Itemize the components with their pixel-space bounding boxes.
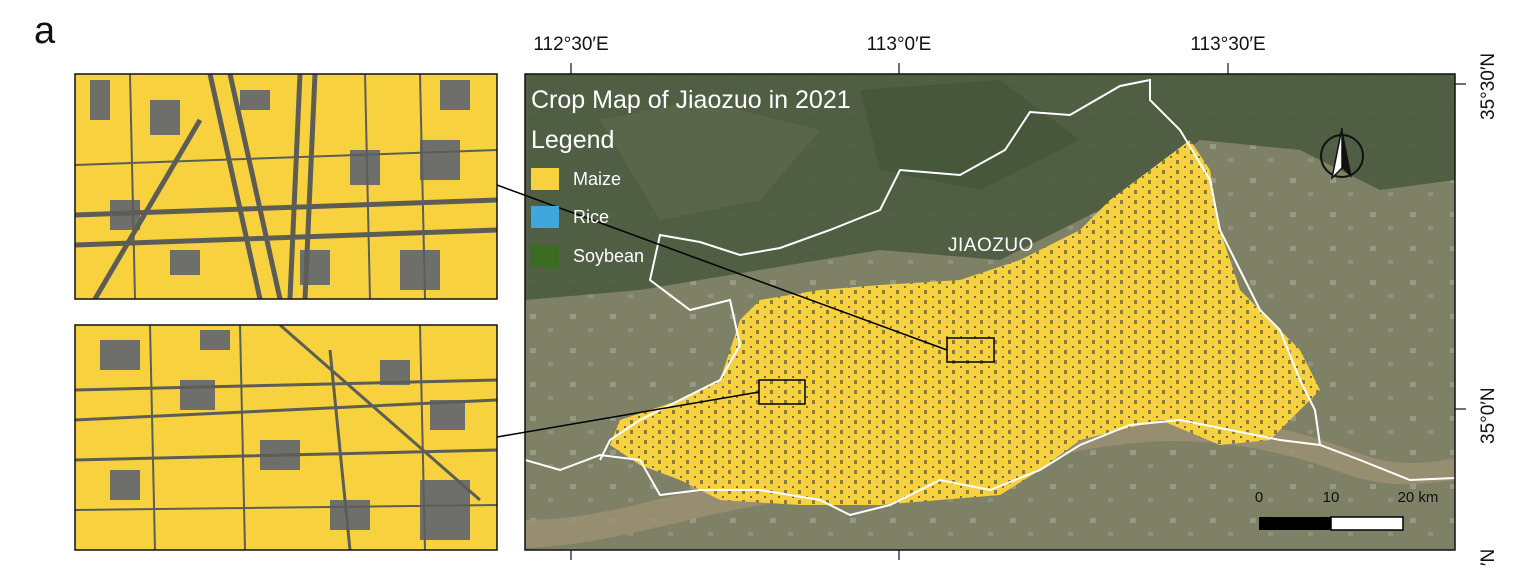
leader-line-top <box>496 184 948 351</box>
main-map-frame <box>524 73 1456 551</box>
leader-line-bottom <box>496 391 760 438</box>
longitude-label-2: 113°0′E <box>866 34 932 55</box>
longitude-label-1: 112°30′E <box>533 34 609 55</box>
legend-item-soybean: Soybean <box>531 245 644 267</box>
scale-label-0: 0 <box>1254 489 1264 506</box>
legend-label-rice: Rice <box>573 206 610 227</box>
place-label-jiaozuo: JIAOZUO <box>948 235 1034 256</box>
legend-swatch-soybean <box>531 245 559 267</box>
map-ticks <box>570 63 1466 560</box>
scale-bar <box>1259 516 1404 531</box>
legend-swatch-rice <box>531 206 559 228</box>
legend-label-maize: Maize <box>573 168 622 189</box>
inset-top <box>75 74 497 299</box>
inset-bottom <box>75 325 497 550</box>
map-title: Crop Map of Jiaozuo in 2021 <box>531 86 851 114</box>
north-arrow-icon <box>1320 127 1364 181</box>
legend-label-soybean: Soybean <box>573 245 645 266</box>
legend-item-maize: Maize <box>531 168 621 190</box>
longitude-label-3: 113°30′E <box>1190 34 1266 55</box>
scale-label-20: 20 km <box>1397 489 1439 506</box>
legend-swatch-maize <box>531 168 559 190</box>
main-map <box>525 74 1455 550</box>
legend-item-rice: Rice <box>531 206 609 228</box>
legend-title: Legend <box>531 126 615 154</box>
scale-label-10: 10 <box>1322 489 1340 506</box>
panel-letter: a <box>34 10 56 52</box>
